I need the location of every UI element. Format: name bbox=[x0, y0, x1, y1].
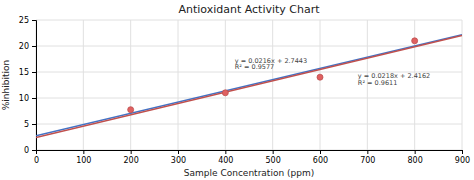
chart: 0 100 200 300 400 500 600 700 800 900 0 5 10 15 20 25 y … bbox=[0, 0, 474, 180]
grid-line-x bbox=[272, 20, 273, 150]
x-axis-tick: 700 bbox=[360, 150, 375, 165]
y-axis: 0 5 10 15 20 25 bbox=[19, 16, 37, 155]
x-axis-tick-label: 800 bbox=[408, 156, 423, 165]
y-axis-tick-label: 25 bbox=[19, 16, 29, 25]
x-axis-tick-label: 300 bbox=[171, 156, 186, 165]
x-axis: 0 100 200 300 400 500 600 700 800 900 bbox=[34, 150, 470, 165]
y-axis-tick-mark bbox=[32, 98, 36, 99]
annotation: R² = 0.9577 bbox=[235, 63, 274, 71]
x-axis-tick-mark bbox=[415, 150, 416, 154]
grid-line-x bbox=[83, 20, 84, 150]
trend-line bbox=[36, 35, 462, 137]
grid-line-x bbox=[462, 20, 463, 150]
y-axis-tick-mark bbox=[32, 72, 36, 73]
grid-line-y bbox=[36, 20, 462, 21]
x-axis-tick: 300 bbox=[171, 150, 186, 165]
data-point bbox=[128, 107, 134, 113]
x-axis-tick-label: 700 bbox=[360, 156, 375, 165]
x-axis-tick: 600 bbox=[313, 150, 328, 165]
x-axis-tick-label: 400 bbox=[218, 156, 233, 165]
x-axis-tick-label: 900 bbox=[455, 156, 470, 165]
y-axis-tick-mark bbox=[32, 124, 36, 125]
x-axis-tick: 400 bbox=[218, 150, 233, 165]
annotations: y = 0.0216x + 2.7443R² = 0.9577y = 0.021… bbox=[235, 57, 430, 87]
y-axis-tick-label: 0 bbox=[24, 146, 29, 155]
x-axis-tick-mark bbox=[131, 150, 132, 154]
marks bbox=[36, 35, 462, 138]
x-axis-tick-mark bbox=[225, 150, 226, 154]
grid-line-y bbox=[36, 124, 462, 125]
y-axis-tick: 5 bbox=[24, 120, 36, 129]
x-axis-line bbox=[37, 151, 463, 155]
x-axis-tick: 900 bbox=[455, 150, 470, 165]
y-axis-tick-label: 5 bbox=[24, 120, 29, 129]
plot: 0 100 200 300 400 500 600 700 800 900 0 5 10 15 20 25 y … bbox=[19, 16, 470, 165]
x-axis-tick: 200 bbox=[124, 150, 139, 165]
y-axis-tick-mark bbox=[32, 150, 36, 151]
x-axis-tick-label: 200 bbox=[124, 156, 139, 165]
x-axis-tick-mark bbox=[178, 150, 179, 154]
y-axis-tick-label: 10 bbox=[19, 94, 29, 103]
grid-line-x bbox=[130, 20, 131, 150]
y-axis-tick: 20 bbox=[19, 42, 36, 51]
y-axis-tick: 0 bbox=[24, 146, 36, 155]
x-axis-tick: 800 bbox=[408, 150, 423, 165]
y-axis-line bbox=[32, 21, 37, 151]
x-axis-tick-mark bbox=[320, 150, 321, 154]
y-axis-tick: 10 bbox=[19, 94, 36, 103]
y-axis-tick-mark bbox=[32, 20, 36, 21]
grid-line-x bbox=[225, 20, 226, 150]
x-axis-tick-label: 500 bbox=[266, 156, 281, 165]
grid-line-y bbox=[36, 98, 462, 99]
x-axis-tick-mark bbox=[273, 150, 274, 154]
y-axis-tick-label: 15 bbox=[19, 68, 29, 77]
data-point bbox=[222, 90, 228, 96]
y-axis-title: %inhibition bbox=[1, 60, 11, 110]
data-point bbox=[412, 38, 418, 44]
y-axis-tick: 15 bbox=[19, 68, 36, 77]
title: Antioxidant Activity Chart bbox=[178, 3, 320, 16]
x-axis-tick-mark bbox=[462, 150, 463, 154]
y-axis-tick: 25 bbox=[19, 16, 36, 25]
grid-line-y bbox=[36, 46, 462, 47]
x-axis-tick: 500 bbox=[266, 150, 281, 165]
x-axis-title: Sample Concentration (ppm) bbox=[184, 168, 314, 178]
data-point bbox=[317, 74, 323, 80]
x-axis-tick-label: 100 bbox=[76, 156, 91, 165]
x-axis-tick-mark bbox=[367, 150, 368, 154]
y-axis-tick-label: 20 bbox=[19, 42, 29, 51]
x-axis-tick-mark bbox=[83, 150, 84, 154]
x-axis-tick: 0 bbox=[34, 150, 39, 165]
x-axis-tick: 100 bbox=[76, 150, 91, 165]
x-axis-tick-label: 600 bbox=[313, 156, 328, 165]
grid-line-x bbox=[178, 20, 179, 150]
trend-line bbox=[36, 35, 462, 136]
x-axis-tick-label: 0 bbox=[34, 156, 39, 165]
annotation: R² = 0.9611 bbox=[358, 79, 397, 87]
y-axis-tick-mark bbox=[32, 46, 36, 47]
grid-line-x bbox=[320, 20, 321, 150]
grid bbox=[36, 20, 462, 150]
